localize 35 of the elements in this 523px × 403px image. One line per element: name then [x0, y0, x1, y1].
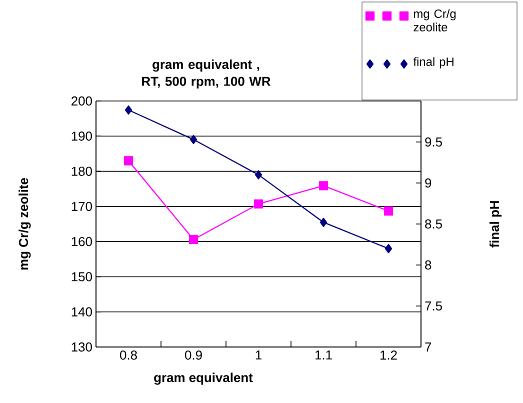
y-tick-label: 150: [72, 272, 92, 282]
y-tick-label: 130: [72, 342, 92, 352]
x-tick-label: 1.2: [380, 350, 397, 360]
point: [254, 170, 262, 180]
y-tick-label: 200: [72, 96, 92, 106]
x-axis-title: gram equivalent: [154, 372, 253, 385]
y2-tick-label: 7: [425, 342, 432, 352]
y-axis-title: mg Cr/g zeolite: [18, 178, 31, 270]
point: [254, 199, 264, 209]
y2-tick-label: 8.5: [425, 219, 442, 229]
x-tick-label: 1: [256, 350, 262, 360]
legend-label: mg Cr/g zeolite: [414, 9, 456, 32]
chart-title: gram equivalent , RT, 500 rpm, 100 WR: [142, 59, 271, 88]
point: [384, 206, 394, 216]
y2-tick-label: 8: [425, 260, 432, 270]
point: [124, 105, 132, 115]
point: [188, 234, 198, 244]
x-tick-label: 0.9: [185, 350, 202, 360]
y-tick-label: 160: [72, 236, 92, 246]
y-tick-label: 180: [72, 166, 92, 176]
point: [190, 134, 198, 144]
point: [318, 181, 328, 190]
legend-label: final pH: [413, 57, 454, 68]
y2-tick-label: 9: [425, 178, 432, 188]
y2-tick-label: 7.5: [425, 301, 442, 311]
y-tick-label: 140: [72, 307, 92, 316]
point: [124, 156, 134, 166]
y-tick-label: 170: [72, 202, 92, 212]
y2-axis-title: final pH: [490, 201, 502, 248]
point: [320, 218, 328, 227]
point: [384, 244, 392, 254]
x-tick-label: 0.8: [120, 350, 137, 360]
x-tick-label: 1.1: [315, 350, 332, 360]
y2-tick-label: 9.5: [425, 137, 442, 147]
y-tick-label: 190: [72, 132, 92, 141]
